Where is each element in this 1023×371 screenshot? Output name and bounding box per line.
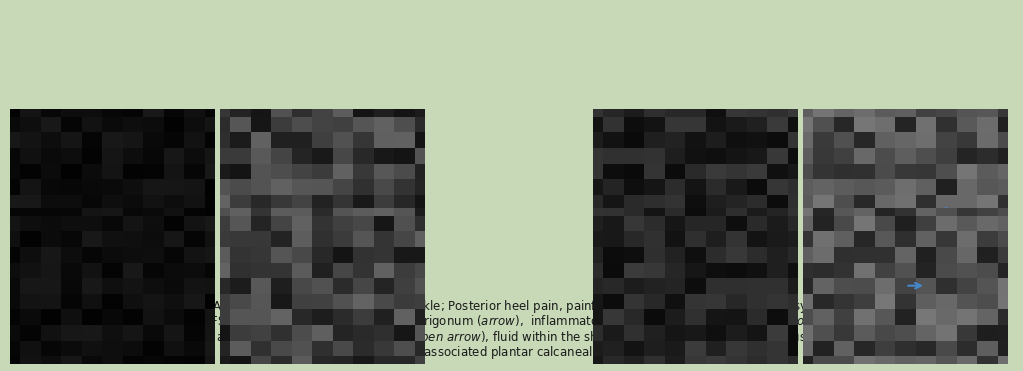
Text: Figure 1: A to D right ankle and E to H left ankle; Posterior heel pain, painful: Figure 1: A to D right ankle and E to H … bbox=[158, 298, 865, 315]
Text: ($\mathit{long\ arrow}$), finding associated plantar calcaneal spurs ($\mathit{c: ($\mathit{long\ arrow}$), finding associ… bbox=[300, 344, 723, 361]
Text: edema adjacent subtalar posterior joint ($\mathit{open\ arrow}$), fluid within t: edema adjacent subtalar posterior joint … bbox=[172, 329, 851, 346]
Text: sagital PD FS and T1 weight, both ankles.  Os trigonum ($\mathit{arrow}$),  infl: sagital PD FS and T1 weight, both ankles… bbox=[147, 313, 876, 330]
